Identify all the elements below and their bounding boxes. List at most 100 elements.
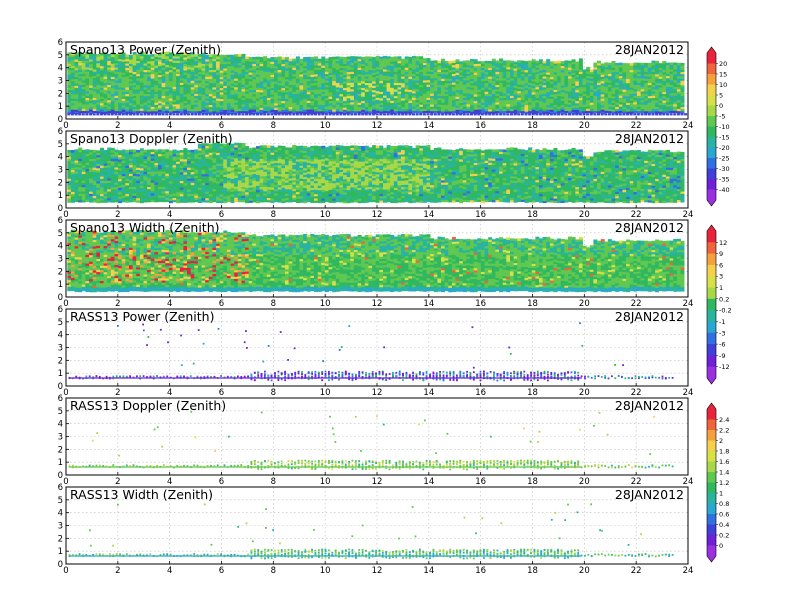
- heatmap-cell: [659, 63, 663, 66]
- heatmap-cell: [183, 113, 186, 115]
- heatmap-cell: [641, 113, 644, 115]
- heatmap-cell: [100, 148, 104, 151]
- heatmap-cell: [608, 63, 612, 66]
- heatmap-cell: [249, 113, 252, 115]
- heatmap-cell: [354, 113, 357, 115]
- heatmap-cell: [343, 57, 347, 60]
- heatmap-cell: [314, 56, 318, 59]
- heatmap-cell: [245, 113, 248, 115]
- heatmap-cell: [281, 57, 285, 60]
- heatmap-cell: [452, 60, 456, 63]
- heatmap-cell: [256, 57, 260, 60]
- heatmap-cell: [85, 149, 89, 152]
- heatmap-cell: [655, 113, 658, 115]
- x-tick-label: 2: [115, 121, 120, 131]
- heatmap-cell: [191, 113, 194, 115]
- heatmap-cell: [416, 56, 420, 59]
- heatmap-cell: [510, 61, 514, 64]
- heatmap-cell: [361, 113, 364, 115]
- heatmap-cell: [430, 61, 434, 64]
- heatmap-cell: [212, 113, 215, 115]
- heatmap-cell: [332, 113, 335, 115]
- heatmap-cell: [263, 56, 267, 59]
- heatmap-cell: [387, 113, 390, 115]
- heatmap-cell: [554, 61, 558, 64]
- heatmap-cell: [495, 61, 499, 64]
- heatmap-cell: [325, 58, 329, 61]
- heatmap-cell: [274, 113, 277, 115]
- heatmap-cell: [238, 113, 241, 115]
- heatmap-cell: [379, 57, 383, 60]
- heatmap-cell: [550, 113, 553, 115]
- heatmap-cell: [285, 57, 289, 60]
- heatmap-cell: [198, 113, 201, 115]
- heatmap-cell: [271, 113, 274, 115]
- heatmap-cell: [503, 113, 506, 115]
- heatmap-cell: [437, 113, 440, 115]
- heatmap-cell: [586, 67, 590, 70]
- heatmap-cell: [474, 59, 478, 62]
- heatmap-cell: [539, 113, 542, 115]
- panel-date: 28JAN2012: [615, 42, 684, 57]
- heatmap-cell: [394, 56, 398, 59]
- heatmap-cell: [681, 63, 685, 66]
- heatmap-cell: [238, 54, 242, 57]
- heatmap-cell: [405, 113, 408, 115]
- heatmap-cell: [321, 57, 325, 60]
- heatmap-cell: [129, 113, 132, 115]
- heatmap-cell: [379, 113, 382, 115]
- heatmap-cell: [372, 113, 375, 115]
- heatmap-cell: [666, 63, 670, 66]
- heatmap-cell: [307, 113, 310, 115]
- heatmap-cell: [78, 113, 81, 115]
- heatmap-cell: [292, 59, 296, 62]
- heatmap-cell: [93, 150, 97, 153]
- heatmap-cell: [216, 113, 219, 115]
- heatmap-cell: [648, 113, 651, 115]
- heatmap-cell: [133, 113, 136, 115]
- heatmap-cell: [350, 113, 353, 115]
- heatmap-cell: [430, 113, 433, 115]
- heatmap-cell: [630, 63, 634, 66]
- heatmap-cell: [568, 61, 572, 64]
- heatmap-cell: [169, 113, 172, 115]
- heatmap-cell: [579, 58, 583, 61]
- heatmap-cell: [263, 113, 266, 115]
- heatmap-cell: [78, 148, 82, 151]
- heatmap-cell: [303, 113, 306, 115]
- heatmap-cell: [339, 113, 342, 115]
- heatmap-cell: [506, 60, 510, 63]
- heatmap-cell: [659, 113, 662, 115]
- heatmap-cell: [434, 113, 437, 115]
- heatmap-cell: [296, 113, 299, 115]
- heatmap-cell: [365, 113, 368, 115]
- heatmap-cell: [318, 59, 322, 62]
- heatmap-cell: [260, 57, 264, 60]
- heatmap-cell: [122, 150, 126, 153]
- heatmap-cell: [662, 61, 666, 64]
- heatmap-cell: [180, 113, 183, 115]
- heatmap-cell: [350, 56, 354, 59]
- heatmap-cell: [550, 61, 554, 64]
- heatmap-cell: [543, 61, 547, 64]
- heatmap-cell: [296, 56, 300, 59]
- heatmap-cell: [619, 113, 622, 115]
- heatmap-cell: [532, 59, 536, 62]
- heatmap-cell: [481, 61, 485, 64]
- heatmap-cell: [260, 113, 263, 115]
- heatmap-cell: [412, 113, 415, 115]
- heatmap-cells-2: [67, 142, 684, 204]
- heatmap-cell: [154, 113, 157, 115]
- heatmap-cell: [593, 113, 596, 115]
- heatmap-cell: [652, 113, 655, 115]
- heatmap-cell: [445, 61, 449, 64]
- heatmap-cell: [398, 56, 402, 59]
- heatmap-cell: [376, 56, 380, 59]
- heatmap-cell: [586, 113, 589, 115]
- heatmap-cell: [368, 113, 371, 115]
- heatmap-cell: [408, 57, 412, 60]
- heatmap-cell: [633, 113, 636, 115]
- heatmap-cell: [144, 113, 147, 115]
- heatmap-cell: [401, 59, 405, 62]
- heatmap-cell: [118, 113, 121, 115]
